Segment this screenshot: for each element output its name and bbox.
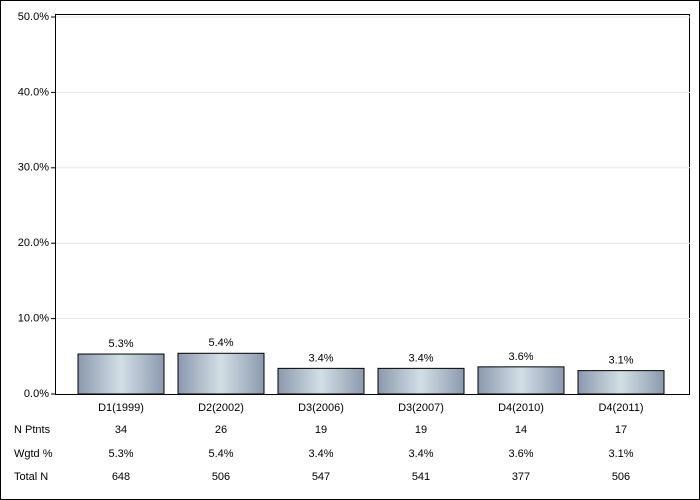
table-cell: 541: [412, 471, 430, 483]
table-cell: 26: [215, 424, 227, 436]
table-cell: 3.1%: [608, 448, 633, 460]
table-row-label: Wgtd %: [14, 448, 53, 460]
table-row-label: Total N: [14, 471, 48, 483]
bar: [377, 367, 465, 395]
table-cell: 5.3%: [108, 448, 133, 460]
table-cell: 648: [112, 471, 130, 483]
table-cell: 19: [315, 424, 327, 436]
value-label: 3.6%: [508, 351, 533, 363]
table-cell: 17: [615, 424, 627, 436]
value-label: 3.4%: [308, 352, 333, 364]
y-tick-label: 40.0%: [18, 86, 49, 98]
table-cell: 5.4%: [208, 448, 233, 460]
value-label: 3.1%: [608, 355, 633, 367]
value-label: 5.3%: [108, 338, 133, 350]
bar: [177, 352, 265, 395]
table-row-label: N Ptnts: [14, 424, 51, 436]
table-cell: 19: [415, 424, 427, 436]
table-cell: 377: [512, 471, 530, 483]
y-tick-label: 0.0%: [24, 388, 49, 400]
y-tick-label: 30.0%: [18, 162, 49, 174]
x-tick-label: D4(2010): [498, 402, 544, 414]
y-tick-label: 20.0%: [18, 237, 49, 249]
table-cell: 3.6%: [508, 448, 533, 460]
bar: [77, 353, 165, 395]
x-tick-label: D4(2011): [598, 402, 643, 414]
bar: [577, 370, 665, 395]
y-tick-label: 50.0%: [18, 11, 49, 23]
table-cell: 547: [312, 471, 330, 483]
value-label: 3.4%: [408, 352, 433, 364]
x-tick-label: D3(2006): [298, 402, 344, 414]
table-cell: 14: [515, 424, 527, 436]
x-tick-label: D1(1999): [98, 402, 144, 414]
x-tick-label: D2(2002): [198, 402, 244, 414]
table-cell: 3.4%: [308, 448, 333, 460]
value-label: 5.4%: [208, 337, 233, 349]
y-tick-label: 10.0%: [18, 313, 49, 325]
bar: [477, 366, 565, 395]
table-cell: 506: [212, 471, 230, 483]
bar: [277, 367, 365, 395]
table-cell: 34: [115, 424, 127, 436]
table-cell: 3.4%: [408, 448, 433, 460]
table-cell: 506: [612, 471, 630, 483]
x-tick-label: D3(2007): [398, 402, 444, 414]
plot-frame: [55, 14, 690, 395]
